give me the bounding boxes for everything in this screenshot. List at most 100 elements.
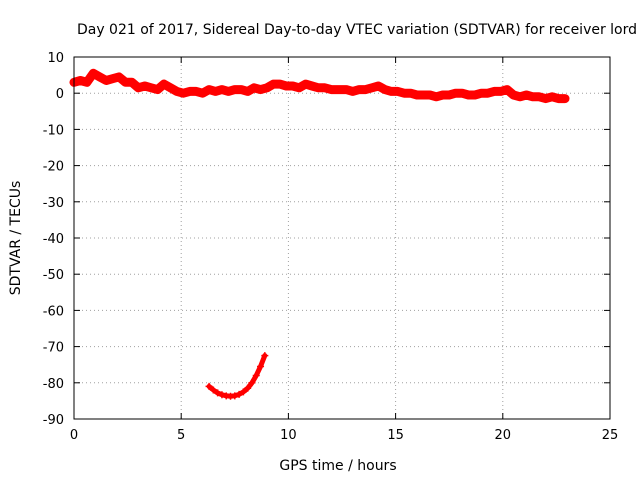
data-point [349,87,357,95]
data-point [212,87,220,95]
chart-title: Day 021 of 2017, Sidereal Day-to-day VTE… [77,22,637,38]
data-point [452,89,460,97]
data-point [510,91,518,99]
data-point [407,89,415,97]
data-point [471,91,479,99]
data-point [76,77,84,85]
data-point [250,84,258,92]
data-point [497,87,505,95]
x-tick-label: 5 [177,428,185,443]
x-tick-label: 10 [280,428,297,443]
data-point [355,86,363,94]
y-tick-label: -60 [43,304,64,319]
data-point [327,86,335,94]
data-point [555,95,563,103]
y-tick-label: -90 [43,413,64,428]
data-point [263,84,271,92]
data-point [561,95,569,103]
data-point [205,382,213,390]
data-point [218,391,226,399]
y-tick-label: 0 [56,87,64,102]
tick-labels-layer: 0 5 10 15 20 25 10 0 -10 -20 -30 -40 -50 -60 -70 -80 -90 [43,51,619,443]
data-point [295,84,303,92]
data-point [484,89,492,97]
data-point [334,86,342,94]
data-point [490,87,498,95]
data-point [160,80,168,88]
y-tick-label: -10 [43,123,64,138]
data-point [362,86,370,94]
data-point [252,372,260,380]
data-point [209,386,217,394]
data-point [419,91,427,99]
data-point [529,93,537,101]
data-point [179,89,187,97]
data-point [269,80,277,88]
data-point [244,87,252,95]
data-point [458,89,466,97]
data-point [276,80,284,88]
data-point [224,87,232,95]
data-point [516,93,524,101]
data-point [173,87,181,95]
data-point [231,86,239,94]
data-point [141,82,149,90]
y-axis-title: SDTVAR / TECUs [8,181,24,296]
data-point [548,93,556,101]
data-point [121,78,129,86]
data-point [205,86,213,94]
data-point [102,77,110,85]
marks-layer [69,68,570,400]
data-point [261,352,269,360]
data-point [503,86,511,94]
y-tick-label: -50 [43,268,64,283]
data-point [302,80,310,88]
data-point [166,84,174,92]
data-point [248,379,256,387]
data-point [147,84,155,92]
data-point [464,91,472,99]
series-arc [205,352,269,400]
series-main-band [69,68,570,104]
data-point [477,89,485,97]
data-point [342,86,350,94]
data-point [115,73,123,81]
y-tick-label: 10 [47,51,64,66]
data-point [235,390,243,398]
y-tick-label: -20 [43,160,64,175]
data-point [257,86,265,94]
x-tick-label: 0 [70,428,78,443]
data-point [231,392,239,400]
data-point [374,82,382,90]
data-point [314,84,322,92]
data-point [445,91,453,99]
grid-layer [74,57,610,419]
data-point [387,87,395,95]
y-tick-label: -80 [43,377,64,392]
data-point [368,84,376,92]
data-point [394,87,402,95]
x-axis-title: GPS time / hours [279,458,396,474]
data-point [400,89,408,97]
data-point [186,87,194,95]
data-point [426,91,434,99]
data-point [237,86,245,94]
data-point [83,78,91,86]
data-point [134,84,142,92]
data-point [282,82,290,90]
y-tick-label: -70 [43,341,64,356]
data-point [218,86,226,94]
data-point [432,93,440,101]
data-point [199,89,207,97]
x-tick-label: 15 [387,428,404,443]
data-point [244,384,252,392]
data-point [96,73,104,81]
data-point [257,363,265,371]
x-tick-label: 20 [495,428,512,443]
data-point [321,84,329,92]
data-point [128,78,136,86]
data-point [381,86,389,94]
data-point [542,95,550,103]
data-point [289,82,297,90]
